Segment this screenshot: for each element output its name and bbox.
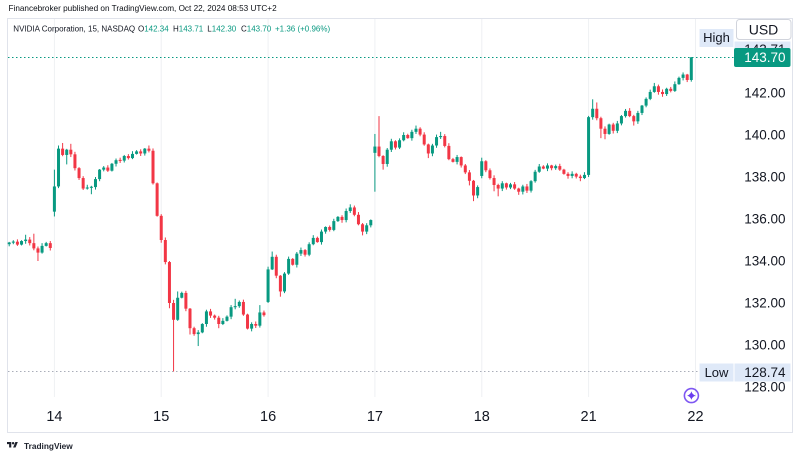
svg-text:128.74: 128.74 xyxy=(744,365,786,380)
svg-text:15: 15 xyxy=(153,409,169,425)
svg-text:TradingView: TradingView xyxy=(24,441,73,451)
svg-text:High: High xyxy=(703,30,730,45)
svg-text:128.00: 128.00 xyxy=(744,380,785,395)
svg-text:18: 18 xyxy=(474,409,490,425)
svg-text:140.00: 140.00 xyxy=(744,128,785,143)
svg-text:16: 16 xyxy=(260,409,276,425)
svg-text:USD: USD xyxy=(749,22,779,38)
svg-text:14: 14 xyxy=(46,409,62,425)
svg-text:132.00: 132.00 xyxy=(744,296,785,311)
svg-text:136.00: 136.00 xyxy=(744,212,785,227)
svg-text:143.70: 143.70 xyxy=(744,50,785,65)
svg-text:134.00: 134.00 xyxy=(744,254,785,269)
svg-text:Financebroker published on Tra: Financebroker published on TradingView.c… xyxy=(9,4,278,13)
svg-text:NVIDIA Corporation, 15, NASDAQ: NVIDIA Corporation, 15, NASDAQ O142.34 H14… xyxy=(13,25,330,34)
svg-text:142.00: 142.00 xyxy=(744,86,785,101)
svg-text:138.00: 138.00 xyxy=(744,170,785,185)
svg-text:22: 22 xyxy=(687,409,703,425)
svg-text:21: 21 xyxy=(581,409,597,425)
svg-text:130.00: 130.00 xyxy=(744,338,785,353)
svg-text:17: 17 xyxy=(367,409,383,425)
svg-text:Low: Low xyxy=(705,365,729,380)
